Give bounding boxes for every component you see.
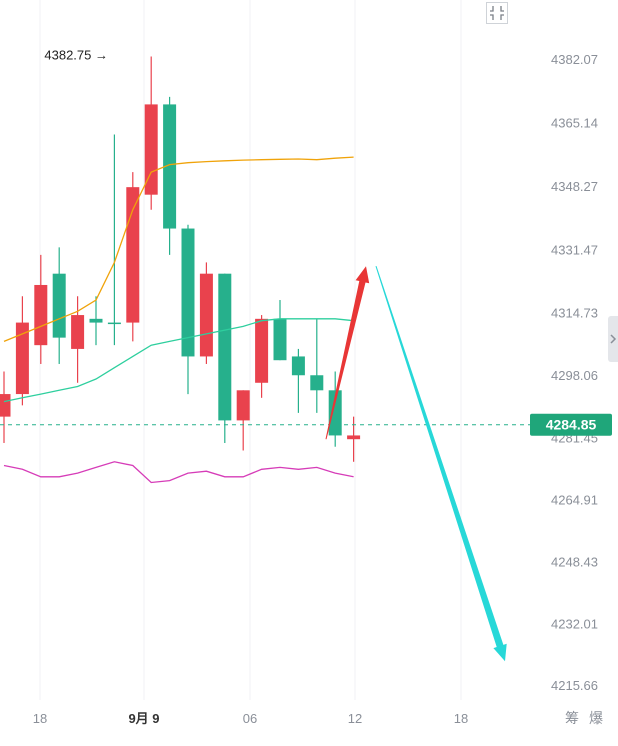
candle <box>0 371 11 443</box>
y-tick-label: 4314.73 <box>551 305 598 320</box>
candle-body <box>71 315 85 349</box>
corner-label: 爆 <box>589 710 603 726</box>
candle-body <box>107 322 121 325</box>
forecast-down-arrow <box>375 266 507 662</box>
candle-body <box>328 390 342 436</box>
candle-body <box>15 322 29 395</box>
y-tick-label: 4232.01 <box>551 616 598 631</box>
x-tick-label: 06 <box>243 711 257 726</box>
candle-body <box>0 394 11 417</box>
candle-body <box>218 273 232 421</box>
candle <box>328 371 342 447</box>
y-tick-label: 4331.47 <box>551 242 598 257</box>
candle <box>34 254 48 364</box>
x-tick-label: 12 <box>348 711 362 726</box>
candle <box>291 348 305 413</box>
collapse-button[interactable] <box>486 2 508 24</box>
x-tick-label: 9月 9 <box>128 711 159 726</box>
candle-body <box>163 104 177 229</box>
y-tick-label: 4215.66 <box>551 678 598 693</box>
ma-long-line <box>3 156 354 343</box>
candle-body <box>144 104 158 195</box>
candle <box>347 416 361 462</box>
candle <box>199 262 213 364</box>
x-tick-label: 18 <box>454 711 468 726</box>
candle <box>144 56 158 210</box>
candle <box>89 296 103 346</box>
candle <box>310 318 324 413</box>
candle <box>52 247 66 364</box>
current-price-label: 4284.85 <box>546 417 597 433</box>
candle-body <box>255 318 269 383</box>
candle <box>218 273 232 443</box>
candle-body <box>52 273 66 338</box>
candle-body <box>199 273 213 357</box>
side-panel-toggle[interactable] <box>608 316 618 362</box>
candle <box>107 134 121 346</box>
candle-body <box>89 318 103 323</box>
chevron-right-icon <box>610 334 617 344</box>
high-price-annotation: 4382.75 → <box>44 47 108 62</box>
current-price-badge <box>530 413 612 436</box>
candle <box>236 390 250 451</box>
y-tick-label: 4348.27 <box>551 179 598 194</box>
y-tick-label: 4264.91 <box>551 493 598 508</box>
x-tick-label: 18 <box>33 711 47 726</box>
y-tick-label: 4248.43 <box>551 555 598 570</box>
candle-body <box>347 435 361 440</box>
ma-short-line <box>3 318 354 403</box>
candle <box>181 224 195 395</box>
oscillator-line <box>3 461 354 484</box>
y-tick-label: 4298.06 <box>551 368 598 383</box>
candle-body <box>236 390 250 421</box>
candle <box>273 300 287 361</box>
candle <box>126 172 140 342</box>
candle <box>163 96 177 255</box>
y-tick-label: 4382.07 <box>551 52 598 67</box>
y-tick-label: 4365.14 <box>551 116 598 131</box>
collapse-icon <box>490 6 504 20</box>
corner-label: 筹 <box>565 710 579 726</box>
candle-body <box>273 318 287 361</box>
candle-body <box>291 356 305 376</box>
candle-body <box>310 375 324 391</box>
candle-body <box>126 187 140 323</box>
candle <box>255 315 269 398</box>
forecast-up-arrow <box>325 266 370 440</box>
candle <box>15 296 29 406</box>
candle-body <box>181 228 195 357</box>
candle-body <box>34 284 48 346</box>
